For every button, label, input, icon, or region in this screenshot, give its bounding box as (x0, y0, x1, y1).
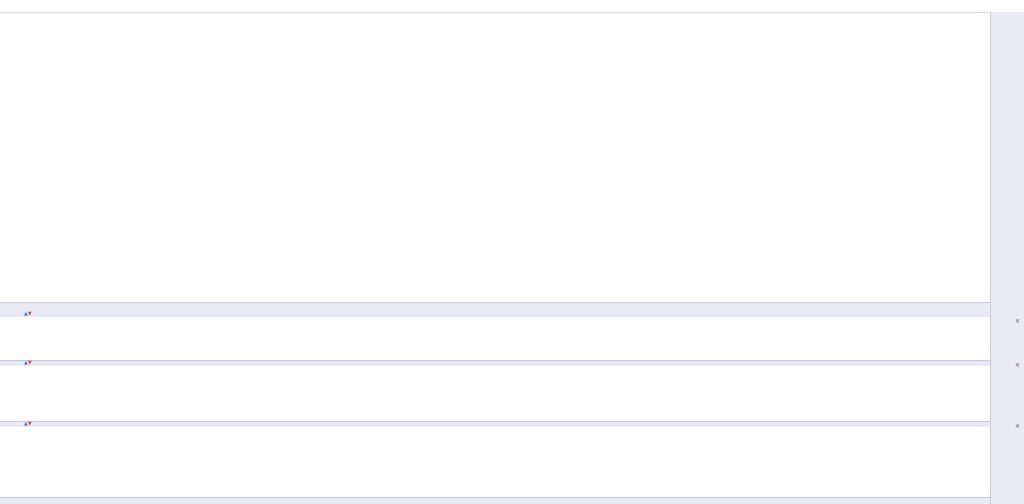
panel-rsi-bg (0, 366, 990, 421)
panel3-resize-arrows[interactable]: ▲▼ (24, 421, 32, 427)
rsi-panel[interactable] (0, 366, 990, 421)
panel1-resize-arrows[interactable]: ▲▼ (24, 311, 32, 317)
price-axis-gutter[interactable] (990, 12, 1024, 504)
close-icon[interactable]: ✕ (1014, 362, 1021, 369)
awesome-oscillator-panel[interactable] (0, 317, 990, 360)
bottom-strip (0, 497, 990, 504)
close-icon[interactable]: ✕ (1014, 318, 1021, 325)
stochastic-panel[interactable] (0, 427, 990, 497)
chart-header (0, 0, 1024, 13)
close-icon[interactable]: ✕ (1014, 423, 1021, 430)
main-price-chart[interactable] (0, 12, 990, 302)
panel2-resize-arrows[interactable]: ▲▼ (24, 360, 32, 366)
panel-stoch-bg (0, 427, 990, 497)
panel-ao-bg (0, 317, 990, 360)
